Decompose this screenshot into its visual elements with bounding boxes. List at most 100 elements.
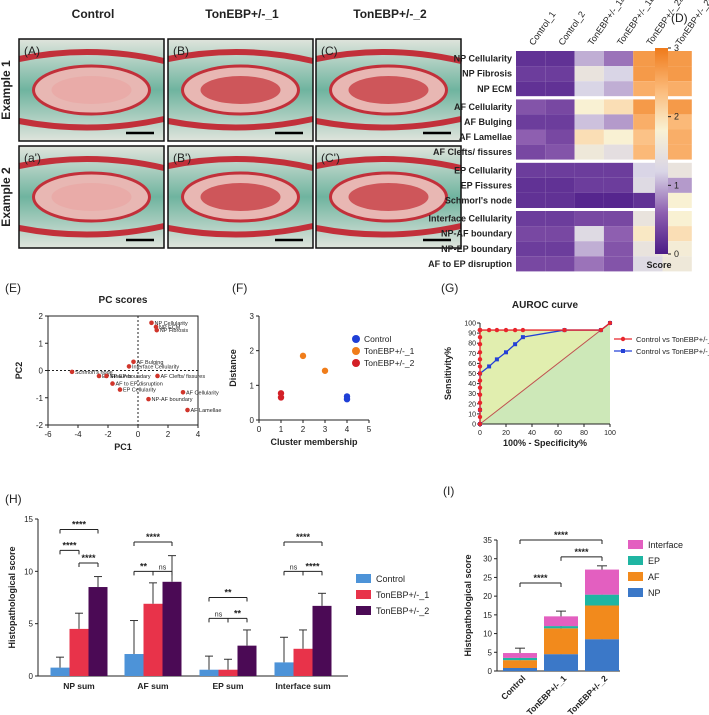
- heatmap-cell: [516, 211, 546, 227]
- y-tick-label: 70: [468, 351, 476, 358]
- y-tick-label: 50: [468, 371, 476, 378]
- tile-border: [167, 38, 314, 142]
- legend-label: Control: [376, 574, 405, 584]
- y-tick-label: 30: [468, 391, 476, 398]
- heatmap-cell: [662, 114, 692, 130]
- panel-label-f: (F): [232, 281, 247, 295]
- legend-swatch: [352, 347, 360, 355]
- heatmap-cell: [545, 192, 575, 208]
- legend-swatch: [356, 606, 371, 615]
- pc-point: [155, 373, 160, 379]
- significance-label: ****: [62, 540, 77, 550]
- y-axis-label: PC2: [14, 362, 24, 380]
- y-tick-label: 30: [483, 555, 492, 564]
- y-tick-label: 20: [468, 401, 476, 408]
- pc-point-label: AF to EP disruption: [116, 382, 163, 388]
- x-axis-label: Cluster membership: [270, 437, 358, 447]
- x-tick-label: 3: [323, 425, 328, 434]
- significance-label: ns: [159, 564, 167, 571]
- chart-title: AUROC curve: [512, 300, 579, 311]
- histology-column-header: Control: [72, 7, 115, 21]
- heatmap-cell: [603, 144, 634, 160]
- heatmap-cell: [516, 241, 546, 257]
- panel-label-e: (E): [5, 281, 21, 295]
- stacked-bar-segment: [544, 654, 578, 671]
- heatmap-row-label: EP Cellularity: [454, 165, 512, 175]
- y-tick-label: 0: [39, 367, 44, 376]
- roc-point: [477, 350, 483, 355]
- heatmap-row-label: NP Fibrosis: [462, 69, 512, 79]
- x-tick-label: 0: [257, 425, 262, 434]
- roc-point: [562, 327, 567, 333]
- pc-point-label: AF Lamellae: [191, 408, 222, 414]
- legend-swatch: [352, 335, 360, 343]
- significance-label: ****: [72, 519, 87, 529]
- roc-point: [477, 342, 483, 347]
- legend-swatch: [628, 572, 643, 581]
- x-tick-label: TonEBP+/-_1: [525, 673, 569, 715]
- heatmap-cell: [603, 226, 634, 242]
- heatmap-cell: [603, 177, 634, 193]
- tile-border: [18, 38, 165, 142]
- heatmap-row-label: Schmorl's node: [445, 195, 512, 205]
- y-tick-label: 10: [468, 411, 476, 418]
- y-tick-label: 15: [483, 611, 492, 620]
- endplate-bottom: [315, 223, 462, 238]
- pc-point: [126, 364, 132, 369]
- stacked-bar-segment: [544, 626, 578, 629]
- group-separator: [516, 96, 692, 100]
- bar: [143, 603, 163, 676]
- tile-label: (a'): [24, 151, 41, 165]
- x-tick-label: 2: [301, 425, 306, 434]
- legend-label: EP: [648, 556, 660, 566]
- colorbar-label: Score: [646, 260, 671, 270]
- endplate-top: [315, 48, 462, 64]
- roc-point: [512, 327, 518, 333]
- roc-point: [477, 414, 483, 420]
- pc-point-label: AF Cellularity: [186, 390, 219, 396]
- roc-point: [494, 357, 499, 362]
- heatmap-row-label: NP Cellularity: [454, 54, 512, 64]
- heatmap-cell: [603, 241, 634, 257]
- significance-label: ****: [574, 547, 589, 557]
- pc-point-label: AF Bulging: [137, 360, 164, 366]
- stacked-bar-segment: [544, 628, 578, 655]
- legend-label: TonEBP+/-_2: [376, 606, 429, 616]
- pc-point: [69, 369, 75, 375]
- heatmap-cell: [574, 256, 604, 272]
- y-tick-label: 5: [488, 648, 493, 657]
- roc-point: [477, 385, 483, 390]
- heatmap-cell: [545, 81, 575, 97]
- x-tick-label: AF sum: [137, 681, 169, 691]
- bar: [88, 587, 108, 676]
- legend-label: Interface: [648, 540, 683, 550]
- colorbar-tick-label: 2: [674, 112, 679, 122]
- legend-swatch: [352, 359, 360, 367]
- heatmap-cell: [516, 51, 546, 67]
- nucleus-tissue: [348, 76, 429, 104]
- heatmap-cell: [662, 241, 692, 257]
- roc-point: [598, 327, 604, 333]
- y-tick-label: 60: [468, 361, 476, 368]
- heatmap-row-label: EP Fissures: [461, 180, 512, 190]
- y-tick-label: 20: [483, 592, 492, 601]
- bar: [69, 628, 89, 676]
- y-tick-label: 5: [29, 620, 34, 629]
- legend-label: Control: [364, 334, 392, 344]
- nucleus-tissue: [200, 76, 281, 104]
- legend-swatch: [628, 556, 643, 565]
- heatmap-cell: [662, 256, 692, 272]
- heatmap-cell: [574, 226, 604, 242]
- legend-label: Control vs TonEBP+/-_1: [636, 347, 709, 356]
- colorbar-tick-label: 0: [674, 249, 679, 259]
- significance-label: **: [234, 608, 242, 618]
- x-tick-label: 2: [166, 430, 171, 439]
- heatmap-row-label: AF Cellularity: [454, 102, 512, 112]
- roc-point: [504, 350, 508, 355]
- heatmap-cell: [574, 241, 604, 257]
- x-tick-label: 1: [279, 425, 284, 434]
- bar: [50, 667, 70, 676]
- y-tick-label: 0: [250, 416, 255, 425]
- heatmap-cell: [574, 144, 604, 160]
- heatmap-cell: [603, 66, 634, 82]
